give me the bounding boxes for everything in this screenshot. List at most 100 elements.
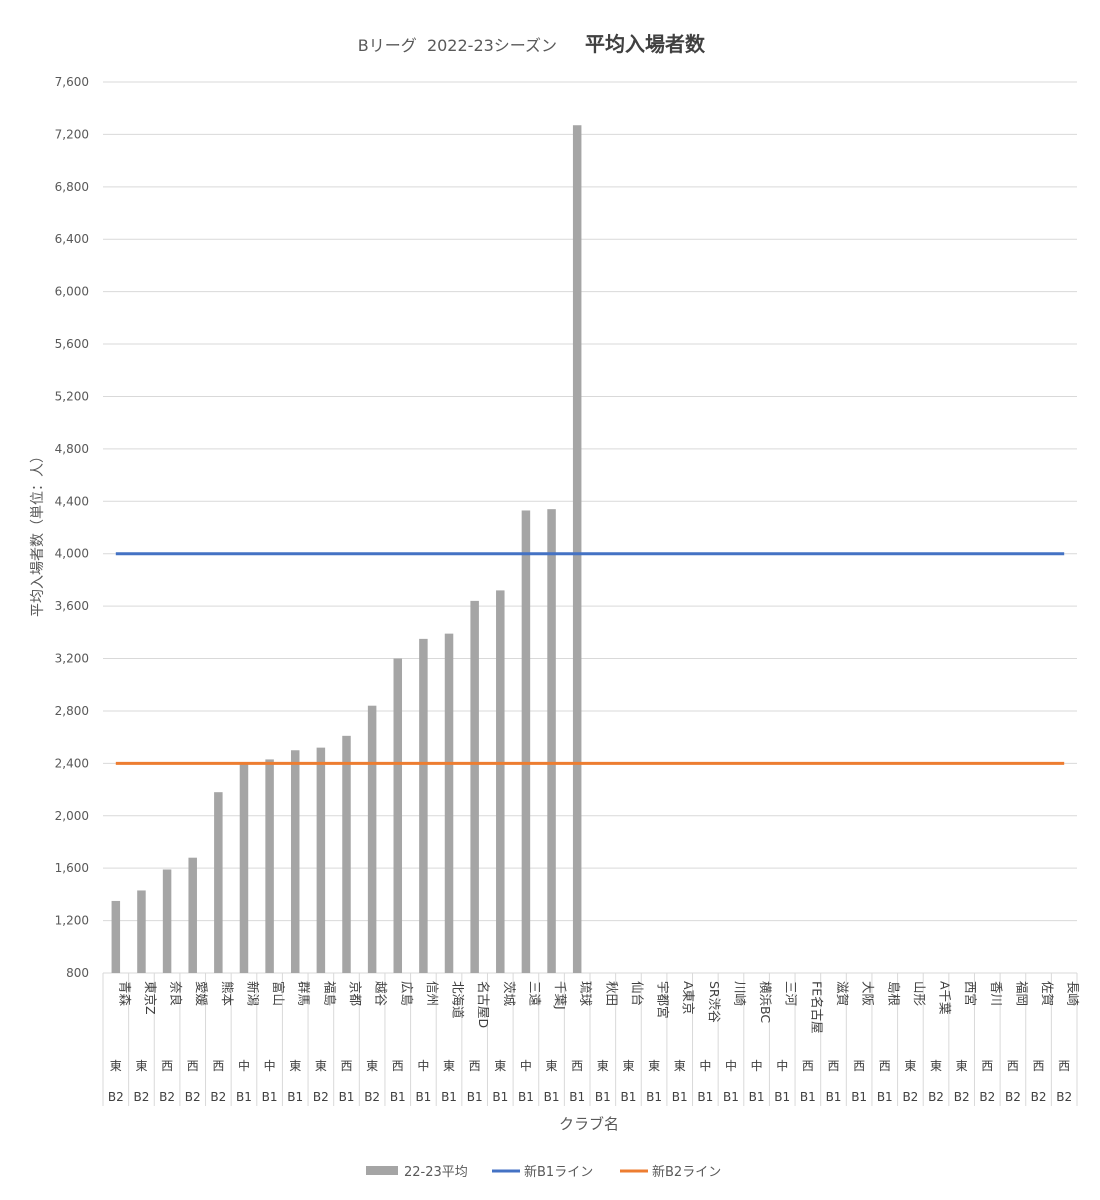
region-label: 東 — [289, 1059, 301, 1073]
category-label: FE名古屋 — [809, 981, 824, 1034]
category-label: 山形 — [912, 981, 927, 1007]
division-label: B1 — [774, 1090, 790, 1104]
region-label: 東 — [546, 1059, 558, 1073]
region-label: 東 — [135, 1059, 147, 1073]
division-label: B1 — [236, 1090, 252, 1104]
region-label: 中 — [699, 1058, 711, 1073]
division-label: B2 — [1056, 1090, 1072, 1104]
category-label: SR渋谷 — [707, 981, 722, 1023]
category-label: 横浜BC — [758, 981, 773, 1023]
division-label: B1 — [339, 1090, 355, 1104]
region-label: 西 — [469, 1059, 481, 1073]
region-label: 中 — [725, 1058, 737, 1073]
category-label: 三遠 — [527, 981, 542, 1006]
category-label: 熊本 — [220, 981, 235, 1007]
category-table-lines — [102, 972, 1078, 1106]
y-tick-label: 2,400 — [55, 756, 89, 770]
region-label: 西 — [853, 1059, 865, 1073]
y-tick-label: 800 — [66, 966, 89, 980]
region-label: 西 — [187, 1059, 199, 1073]
gridlines — [103, 81, 1077, 974]
division-label: B1 — [287, 1090, 303, 1104]
bar — [188, 857, 197, 973]
legend-swatch — [366, 1166, 398, 1175]
y-axis-label: 平均入場者数（単位：人） — [30, 449, 46, 617]
division-label: B2 — [185, 1090, 201, 1104]
legend-label: 新B1ライン — [524, 1164, 593, 1180]
division-label: B1 — [800, 1090, 816, 1104]
division-label: B1 — [723, 1090, 739, 1104]
division-label: B1 — [851, 1090, 867, 1104]
category-labels: 青森東 B2 東京Z 東 B2 奈良西 B2 愛媛西 B2 熊本西 B2 新潟中 B1 富山中 B1 群馬東 B… — [108, 981, 1081, 1104]
legend-label: 新B2ライン — [652, 1164, 721, 1180]
division-label: B2 — [210, 1090, 226, 1104]
category-label: 香川 — [989, 981, 1004, 1006]
division-label: B1 — [390, 1090, 406, 1104]
bar — [316, 747, 326, 973]
region-label: 東 — [443, 1059, 455, 1073]
region-label: 西 — [392, 1059, 404, 1073]
y-axis-ticks: 800 1,200 1,600 2,000 2,400 2,800 3,200 3,600 4,… — [55, 75, 89, 980]
category-label: 茨城 — [502, 981, 517, 1007]
region-label: 東 — [648, 1059, 660, 1073]
region-label: 西 — [571, 1059, 583, 1073]
y-tick-label: 6,400 — [55, 232, 89, 246]
bar — [239, 763, 249, 973]
y-tick-label: 1,200 — [55, 914, 89, 928]
bar — [367, 705, 377, 973]
category-label: 福岡 — [1014, 981, 1029, 1006]
bar — [214, 792, 223, 973]
region-label: 東 — [674, 1059, 686, 1073]
y-tick-label: 3,200 — [55, 652, 89, 666]
bar — [444, 633, 454, 973]
bar — [137, 890, 146, 973]
category-label: 信州 — [425, 981, 440, 1006]
division-label: B1 — [569, 1090, 585, 1104]
division-label: B2 — [902, 1090, 918, 1104]
region-label: 中 — [417, 1058, 429, 1073]
region-label: 西 — [827, 1059, 839, 1073]
bar — [393, 658, 403, 973]
reference-lines — [115, 552, 1065, 765]
region-label: 東 — [930, 1059, 942, 1073]
region-label: 西 — [879, 1059, 891, 1073]
bars — [111, 125, 582, 974]
region-label: 西 — [340, 1059, 352, 1073]
division-label: B1 — [544, 1090, 560, 1104]
bar — [419, 638, 428, 973]
y-tick-label: 2,800 — [55, 704, 89, 718]
bar — [521, 510, 531, 973]
y-tick-label: 2,000 — [55, 809, 89, 823]
division-label: B2 — [1005, 1090, 1021, 1104]
division-label: B2 — [108, 1090, 124, 1104]
category-label: 宇都宮 — [656, 981, 671, 1019]
division-label: B2 — [928, 1090, 944, 1104]
division-label: B1 — [441, 1090, 457, 1104]
category-label: 滋賀 — [835, 981, 850, 1006]
division-label: B1 — [262, 1090, 278, 1104]
category-label: 三河 — [784, 981, 799, 1007]
category-label: 福島 — [322, 981, 337, 1006]
division-label: B2 — [979, 1090, 995, 1104]
category-label: A東京 — [681, 981, 696, 1015]
bar — [342, 735, 351, 973]
division-label: B2 — [954, 1090, 970, 1104]
y-tick-label: 5,200 — [55, 389, 89, 403]
division-label: B1 — [518, 1090, 534, 1104]
region-label: 中 — [776, 1058, 788, 1073]
category-label: 東京Z — [143, 981, 158, 1015]
region-label: 東 — [622, 1059, 634, 1073]
category-label: 愛媛 — [194, 981, 209, 1007]
category-label: 越谷 — [374, 981, 389, 1007]
region-label: 西 — [1033, 1059, 1045, 1073]
bar — [265, 759, 274, 973]
region-label: 東 — [110, 1059, 122, 1073]
division-label: B1 — [492, 1090, 508, 1104]
region-label: 東 — [366, 1059, 378, 1073]
x-axis-label: クラブ名 — [559, 1115, 619, 1133]
region-label: 東 — [597, 1059, 609, 1073]
y-tick-label: 1,600 — [55, 861, 89, 875]
bar — [470, 600, 479, 973]
bar — [290, 750, 300, 973]
category-label: 富山 — [271, 981, 286, 1006]
